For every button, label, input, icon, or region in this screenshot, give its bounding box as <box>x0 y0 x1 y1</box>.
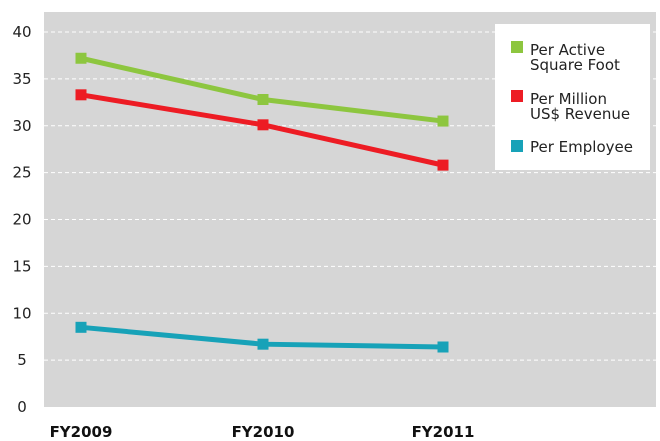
x-tick-label: FY2011 <box>412 423 475 441</box>
legend-label: Per Million <box>530 90 607 108</box>
data-point <box>75 52 87 64</box>
y-tick-label: 25 <box>12 164 31 182</box>
data-point <box>257 338 269 350</box>
series-1 <box>75 52 449 127</box>
legend-label: Square Foot <box>530 56 620 74</box>
x-tick-label: FY2009 <box>50 423 113 441</box>
y-axis-ticks: 0 5 10 15 20 25 30 35 40 <box>12 23 31 416</box>
y-tick-label: 5 <box>17 351 27 369</box>
x-axis-ticks: FY2009 FY2010 FY2011 <box>50 423 475 441</box>
y-tick-label: 20 <box>12 211 31 229</box>
data-point <box>75 89 87 101</box>
x-tick-label: FY2010 <box>232 423 295 441</box>
y-tick-label: 0 <box>17 398 27 416</box>
series-2 <box>75 89 449 171</box>
legend-swatch <box>511 140 523 152</box>
data-point <box>437 159 449 171</box>
y-tick-label: 10 <box>12 304 31 322</box>
legend-label: Per Active <box>530 41 605 59</box>
y-tick-label: 30 <box>12 117 31 135</box>
legend-swatch <box>511 90 523 102</box>
gridlines <box>44 31 656 361</box>
y-tick-label: 35 <box>12 70 31 88</box>
series-3 <box>75 321 449 353</box>
data-point <box>75 321 87 333</box>
series-group <box>75 52 449 353</box>
data-point <box>257 94 269 105</box>
legend-label: US$ Revenue <box>530 105 630 123</box>
legend-swatch <box>511 41 523 53</box>
y-tick-label: 40 <box>12 23 31 41</box>
legend-label: Per Employee <box>530 138 633 156</box>
data-point <box>257 119 269 131</box>
data-point <box>437 115 449 127</box>
y-tick-label: 15 <box>12 257 31 275</box>
data-point <box>437 341 449 353</box>
